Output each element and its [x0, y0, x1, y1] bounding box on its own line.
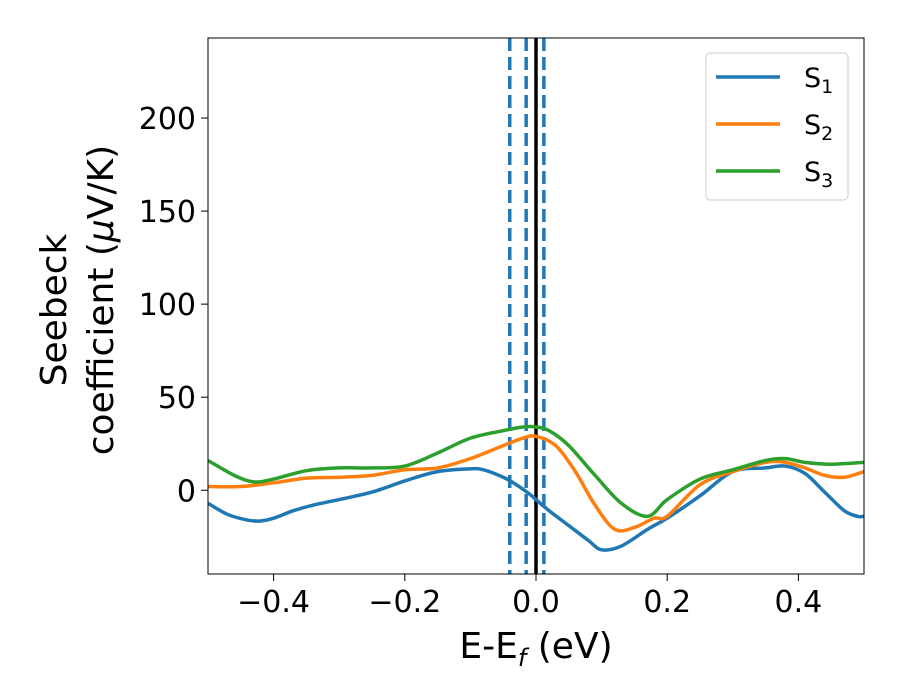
- y-tick-label: 0: [177, 474, 196, 509]
- x-axis-label: E-Ef (eV): [459, 626, 612, 672]
- y-tick-label: 100: [139, 288, 196, 323]
- y-axis-label-mu: μ: [81, 219, 122, 243]
- y-tick-label: 50: [158, 381, 196, 416]
- legend-label-s1: S1: [804, 63, 833, 98]
- x-tick-label: 0.2: [643, 585, 691, 620]
- y-axis-label-line2-post: V/K): [81, 145, 122, 219]
- y-axis-label-line2-pre: coefficient (: [81, 242, 122, 455]
- series-line-s2: [208, 434, 864, 533]
- series-line-s1: [208, 464, 864, 552]
- x-axis-label-rest: (eV): [526, 626, 612, 667]
- legend-box: [705, 52, 849, 201]
- series-line-s3: [208, 424, 864, 519]
- y-tick-label: 200: [139, 102, 196, 137]
- y-axis-label-line1: Seebeck: [34, 233, 75, 386]
- svg-text:Seebeck: Seebeck: [34, 233, 75, 386]
- x-tick-label: 0.4: [775, 585, 823, 620]
- legend-label-s3: S3: [804, 157, 833, 192]
- x-tick-label: −0.2: [368, 585, 441, 620]
- y-tick-label: 150: [139, 195, 196, 230]
- y-axis-label: Seebeck coefficient (μV/K): [34, 145, 122, 455]
- x-tick-label: −0.4: [237, 585, 310, 620]
- x-tick-label: 0.0: [512, 585, 560, 620]
- legend: S1 S2 S3: [705, 52, 849, 201]
- legend-label-s2: S2: [804, 110, 833, 145]
- svg-text:coefficient (μV/K): coefficient (μV/K): [81, 145, 122, 455]
- x-axis-label-main: E-E: [459, 626, 517, 667]
